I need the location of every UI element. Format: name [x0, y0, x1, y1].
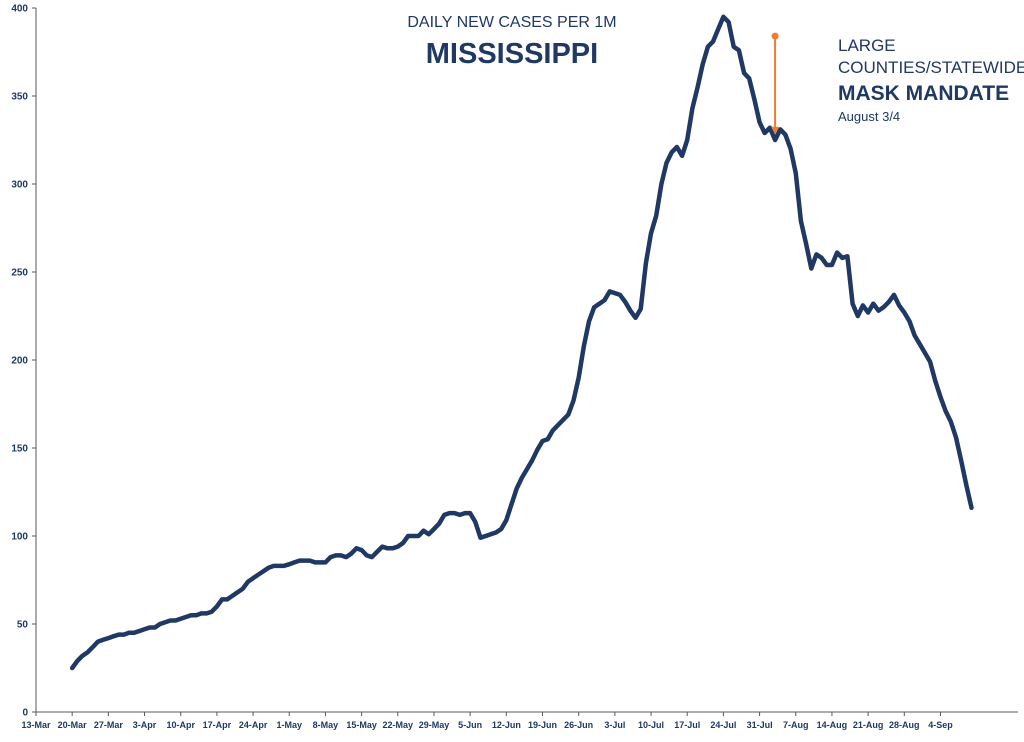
y-tick-label: 150 — [11, 444, 28, 455]
x-tick-labels: 13-Mar 20-Mar 27-Mar 3-Apr 10-Apr 17-Apr 24-Ap… — [21, 712, 953, 730]
annotation-line3: MASK MANDATE — [838, 82, 1009, 105]
series-line-daily-cases — [69, 14, 974, 671]
annotation-group: LARGE COUNTIES/STATEWIDE MASK MANDATE Au… — [771, 32, 1024, 135]
x-tick-label: 20-Mar — [58, 720, 88, 730]
x-tick-label: 5-Jun — [458, 720, 482, 730]
chart-subtitle: DAILY NEW CASES PER 1M — [407, 14, 616, 31]
mandate-arrow-dot — [771, 32, 779, 40]
x-tick-label: 12-Jun — [492, 720, 521, 730]
x-tick-label: 24-Jul — [710, 720, 736, 730]
y-tick-label: 100 — [11, 532, 28, 543]
x-tick-label: 14-Aug — [817, 720, 848, 730]
y-tick-labels: 0 50 100 150 200 250 300 350 400 — [11, 4, 36, 719]
series-lines — [69, 14, 974, 671]
x-tick-label: 15-May — [346, 720, 377, 730]
x-tick-label: 27-Mar — [94, 720, 124, 730]
y-tick-label: 400 — [11, 4, 28, 15]
x-tick-label: 3-Jul — [604, 720, 625, 730]
y-tick-label: 200 — [11, 356, 28, 367]
x-tick-label: 10-Apr — [166, 720, 195, 730]
x-tick-label: 28-Aug — [889, 720, 920, 730]
x-tick-label: 8-May — [313, 720, 339, 730]
x-tick-label: 13-Mar — [21, 720, 51, 730]
annotation-line1: LARGE — [838, 36, 896, 55]
y-tick-label: 300 — [11, 180, 28, 191]
x-tick-label: 22-May — [383, 720, 414, 730]
y-tick-label: 250 — [11, 268, 28, 279]
annotation-line2: COUNTIES/STATEWIDE — [838, 58, 1024, 77]
x-tick-label: 1-May — [276, 720, 302, 730]
x-tick-label: 4-Sep — [928, 720, 953, 730]
annotation-line4: August 3/4 — [838, 109, 900, 124]
x-tick-label: 21-Aug — [853, 720, 884, 730]
y-tick-label: 50 — [17, 620, 29, 631]
x-tick-label: 24-Apr — [239, 720, 268, 730]
y-tick-label: 0 — [22, 708, 28, 719]
x-tick-label: 10-Jul — [638, 720, 664, 730]
x-tick-label: 7-Aug — [783, 720, 809, 730]
x-tick-label: 3-Apr — [133, 720, 157, 730]
x-tick-label: 17-Jul — [674, 720, 700, 730]
chart-title: MISSISSIPPI — [426, 38, 598, 70]
x-tick-label: 29-May — [419, 720, 450, 730]
y-tick-label: 350 — [11, 92, 28, 103]
mandate-arrow-head — [771, 126, 780, 135]
x-tick-label: 17-Apr — [203, 720, 232, 730]
x-tick-label: 19-Jun — [528, 720, 557, 730]
x-tick-label: 26-Jun — [564, 720, 593, 730]
x-tick-label: 31-Jul — [747, 720, 773, 730]
